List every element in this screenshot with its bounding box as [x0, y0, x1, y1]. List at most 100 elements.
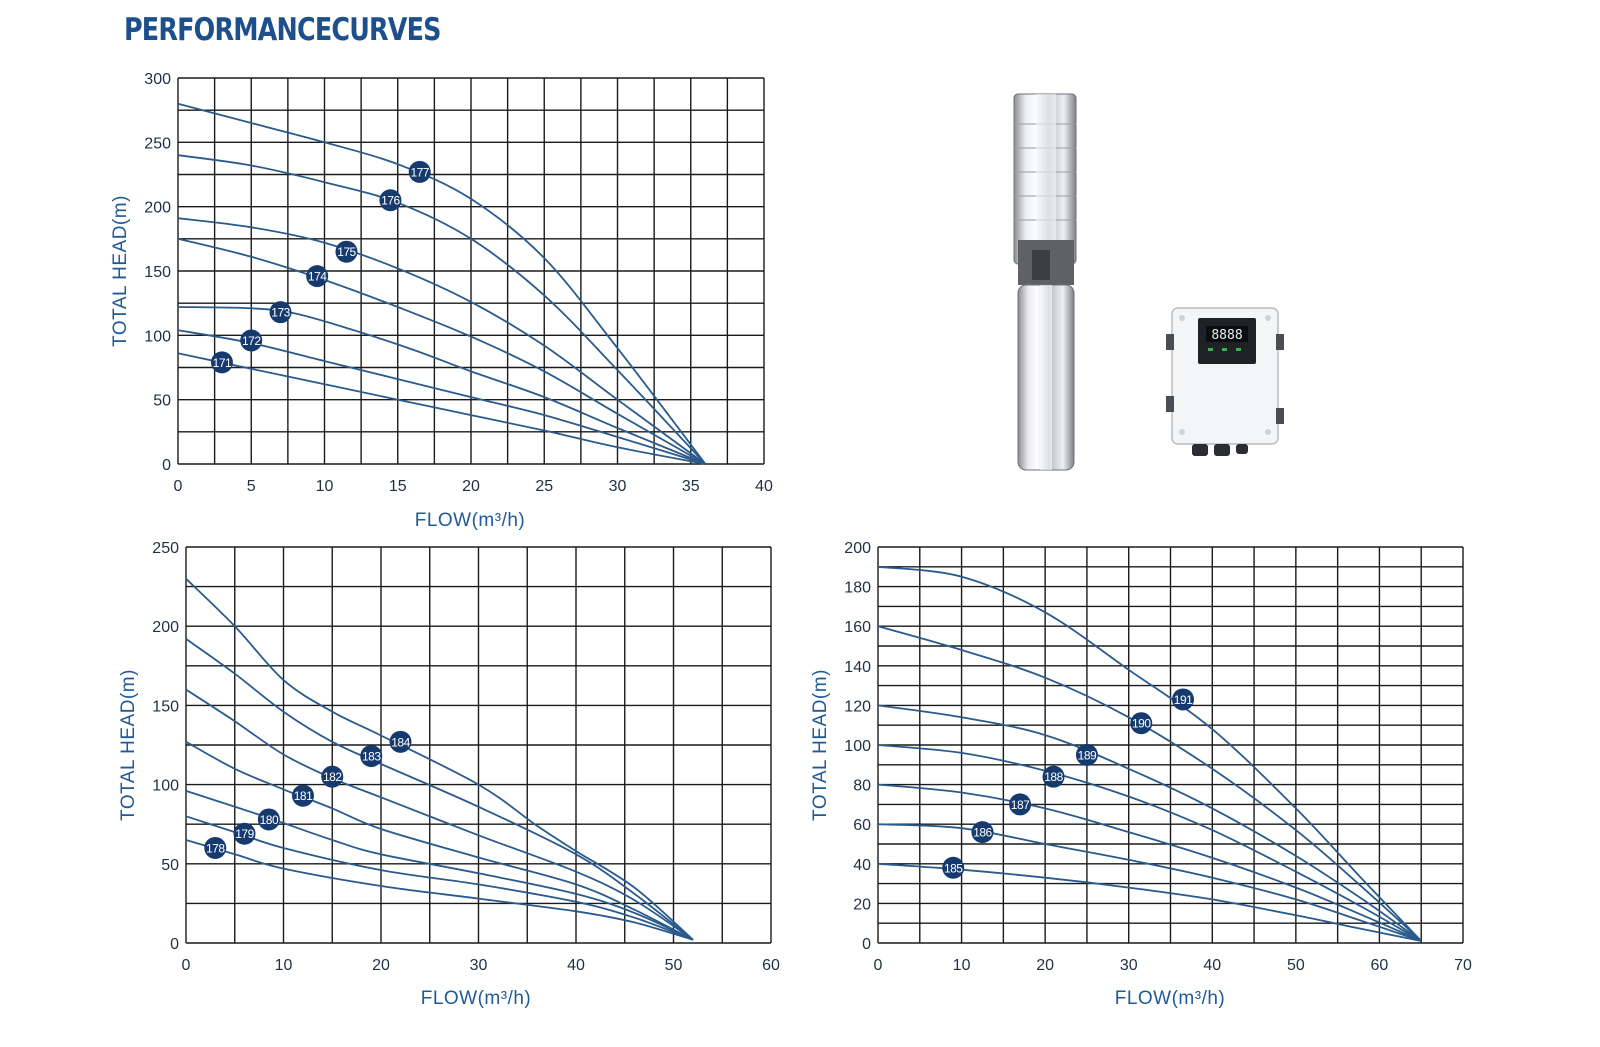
curve-label-176: 176: [381, 194, 400, 208]
y-axis-title: TOTAL HEAD(m): [110, 195, 131, 347]
x-tick-label: 10: [953, 957, 971, 974]
curve-marker-176: [379, 189, 402, 212]
grid: [177, 77, 765, 465]
curve-label-178: 178: [206, 841, 225, 855]
curve-label-182: 182: [323, 770, 342, 784]
x-tick-label: 40: [755, 478, 773, 495]
y-axis-title: TOTAL HEAD(m): [118, 669, 139, 821]
x-tick-label: 60: [1371, 957, 1389, 974]
x-tick-label: 60: [762, 957, 780, 974]
curve-188: [877, 744, 1422, 942]
curve-marker-186: [971, 821, 994, 844]
x-tick-label: 30: [1120, 957, 1138, 974]
curve-186: [877, 823, 1422, 942]
curve-label-177: 177: [410, 165, 429, 179]
curve-marker-171: [210, 351, 233, 374]
curve-185: [877, 862, 1422, 942]
curve-label-172: 172: [242, 334, 261, 348]
x-tick-label: 35: [682, 478, 700, 495]
y-tick-label: 100: [152, 778, 179, 795]
y-tick-label: 50: [153, 393, 171, 410]
curve-label-174: 174: [308, 270, 327, 284]
y-tick-label: 150: [144, 264, 171, 281]
x-tick-label: 10: [316, 478, 334, 495]
curve-184: [185, 578, 694, 941]
y-tick-label: 180: [844, 580, 871, 597]
y-tick-label: 20: [853, 896, 871, 913]
y-tick-label: 250: [144, 135, 171, 152]
x-tick-label: 30: [470, 957, 488, 974]
curve-183: [185, 638, 694, 941]
y-tick-label: 300: [144, 71, 171, 88]
page-title: PERFORMANCECURVES: [124, 12, 441, 48]
x-tick-label: 20: [1036, 957, 1054, 974]
curve-marker-187: [1009, 793, 1032, 816]
curve-marker-179: [233, 822, 256, 845]
x-tick-label: 5: [247, 478, 256, 495]
y-tick-label: 150: [152, 698, 179, 715]
y-tick-label: 200: [844, 540, 871, 557]
curve-190: [877, 625, 1422, 942]
curve-marker-183: [360, 745, 383, 768]
x-tick-label: 20: [462, 478, 480, 495]
curve-label-188: 188: [1044, 770, 1063, 784]
curve-178: [185, 839, 694, 941]
x-axis-title: FLOW(m³/h): [415, 510, 526, 531]
y-tick-label: 0: [862, 936, 871, 953]
y-tick-label: 250: [152, 540, 179, 557]
curve-marker-189: [1075, 743, 1098, 766]
x-tick-label: 0: [174, 478, 183, 495]
curve-marker-191: [1172, 688, 1195, 711]
curve-label-191: 191: [1174, 693, 1193, 707]
y-axis-title: TOTAL HEAD(m): [810, 669, 831, 821]
x-tick-label: 50: [1287, 957, 1305, 974]
grid: [877, 546, 1464, 944]
x-tick-label: 40: [1203, 957, 1221, 974]
curve-marker-174: [306, 265, 329, 288]
y-tick-label: 50: [161, 857, 179, 874]
curve-label-180: 180: [260, 813, 279, 827]
controller-display: 8888: [1211, 328, 1242, 343]
x-tick-label: 15: [389, 478, 407, 495]
x-tick-label: 40: [567, 957, 585, 974]
curve-174: [177, 237, 706, 465]
x-axis-title: FLOW(m³/h): [1115, 988, 1226, 1009]
curve-label-184: 184: [391, 735, 410, 749]
curve-label-171: 171: [213, 356, 232, 370]
y-tick-label: 100: [144, 328, 171, 345]
x-tick-label: 50: [665, 957, 683, 974]
grid: [185, 546, 772, 944]
curve-marker-172: [240, 329, 263, 352]
x-tick-label: 30: [609, 478, 627, 495]
y-tick-label: 200: [144, 200, 171, 217]
x-tick-label: 25: [535, 478, 553, 495]
y-tick-label: 40: [853, 857, 871, 874]
curve-label-175: 175: [337, 245, 356, 259]
curve-179: [185, 815, 694, 941]
curve-label-179: 179: [235, 827, 254, 841]
y-tick-label: 60: [853, 817, 871, 834]
controller-image: 8888: [1166, 307, 1284, 456]
curve-label-187: 187: [1011, 798, 1030, 812]
curve-label-183: 183: [362, 750, 381, 764]
curve-189: [877, 704, 1422, 942]
curve-171: [177, 352, 706, 465]
pump-image: [1013, 93, 1077, 471]
curve-191: [877, 565, 1422, 942]
curve-177: [177, 102, 707, 465]
curve-175: [177, 217, 706, 465]
y-tick-label: 80: [853, 778, 871, 795]
y-tick-label: 120: [844, 698, 871, 715]
x-tick-label: 10: [275, 957, 293, 974]
curve-marker-178: [204, 836, 227, 859]
curve-label-190: 190: [1132, 717, 1151, 731]
chart-bottom-right: 0 10 20 30 40 50 60 70 0 20 40 60 80 100 120 140 160 180 2…: [810, 540, 1472, 1009]
curve-181: [185, 741, 694, 941]
curve-marker-182: [321, 765, 344, 788]
curve-label-185: 185: [944, 861, 963, 875]
x-tick-label: 20: [372, 957, 390, 974]
curve-label-173: 173: [271, 306, 290, 320]
curve-182: [185, 688, 694, 941]
x-axis-title: FLOW(m³/h): [421, 988, 532, 1009]
